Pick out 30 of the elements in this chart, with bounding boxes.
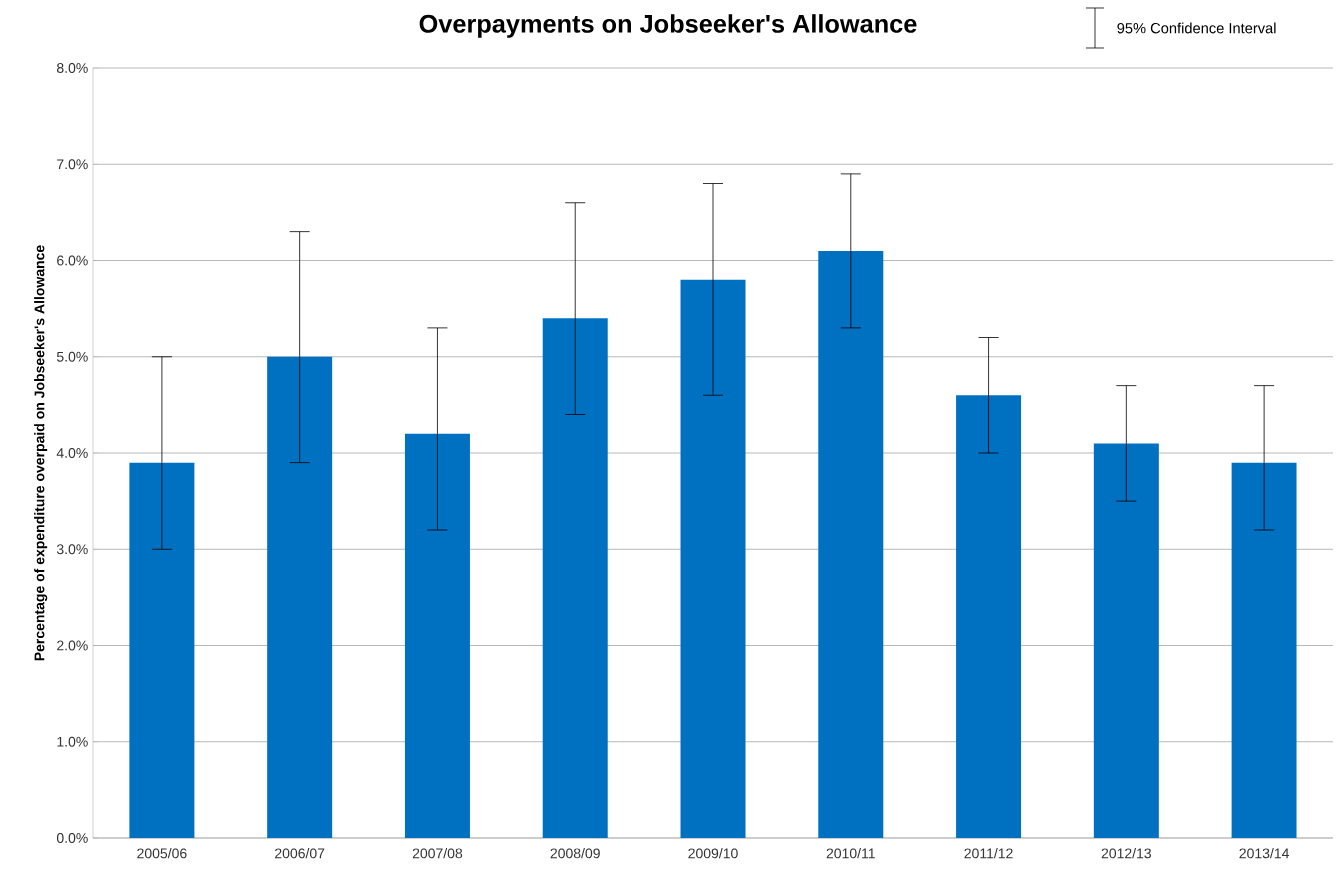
y-tick-label: 3.0% <box>56 544 88 555</box>
y-tick-label: 1.0% <box>57 736 88 747</box>
y-tick-label: 2.0% <box>57 640 88 651</box>
y-tick-label: 6.0% <box>57 255 88 266</box>
x-tick-label: 2008/09 <box>550 848 600 859</box>
y-tick-label: 5.0% <box>56 351 88 362</box>
bar <box>1093 443 1159 838</box>
y-tick-label: 8.0% <box>56 63 88 73</box>
text: 95% Confidence Interval <box>1117 22 1276 34</box>
bar <box>818 250 884 838</box>
bar <box>1231 462 1297 838</box>
x-tick-label: 2012/13 <box>1101 848 1152 859</box>
x-tick-label: 2007/08 <box>412 848 463 859</box>
x-tick-label: 2005/06 <box>137 848 187 859</box>
x-tick-label: 2009/10 <box>688 848 738 859</box>
bar <box>267 356 333 838</box>
bar <box>956 395 1022 838</box>
bar <box>542 318 608 838</box>
x-tick-label: 2011/12 <box>964 848 1013 859</box>
bar <box>404 433 470 838</box>
chart-title: Overpayments on Jobseeker's Allowance <box>419 14 917 38</box>
y-tick-label: 0.0% <box>56 833 88 843</box>
y-axis-title: Percentage of expenditure overpaid on Jobseeker's Allowance <box>34 245 48 661</box>
bar <box>129 462 195 838</box>
x-tick-label: 2013/14 <box>1239 848 1289 859</box>
x-tick-label: 2006/07 <box>275 848 325 859</box>
y-tick-label: 7.0% <box>57 159 88 170</box>
x-tick-label: 2010/11 <box>826 848 875 859</box>
bar <box>680 279 746 838</box>
y-tick-label: 4.0% <box>56 448 88 458</box>
